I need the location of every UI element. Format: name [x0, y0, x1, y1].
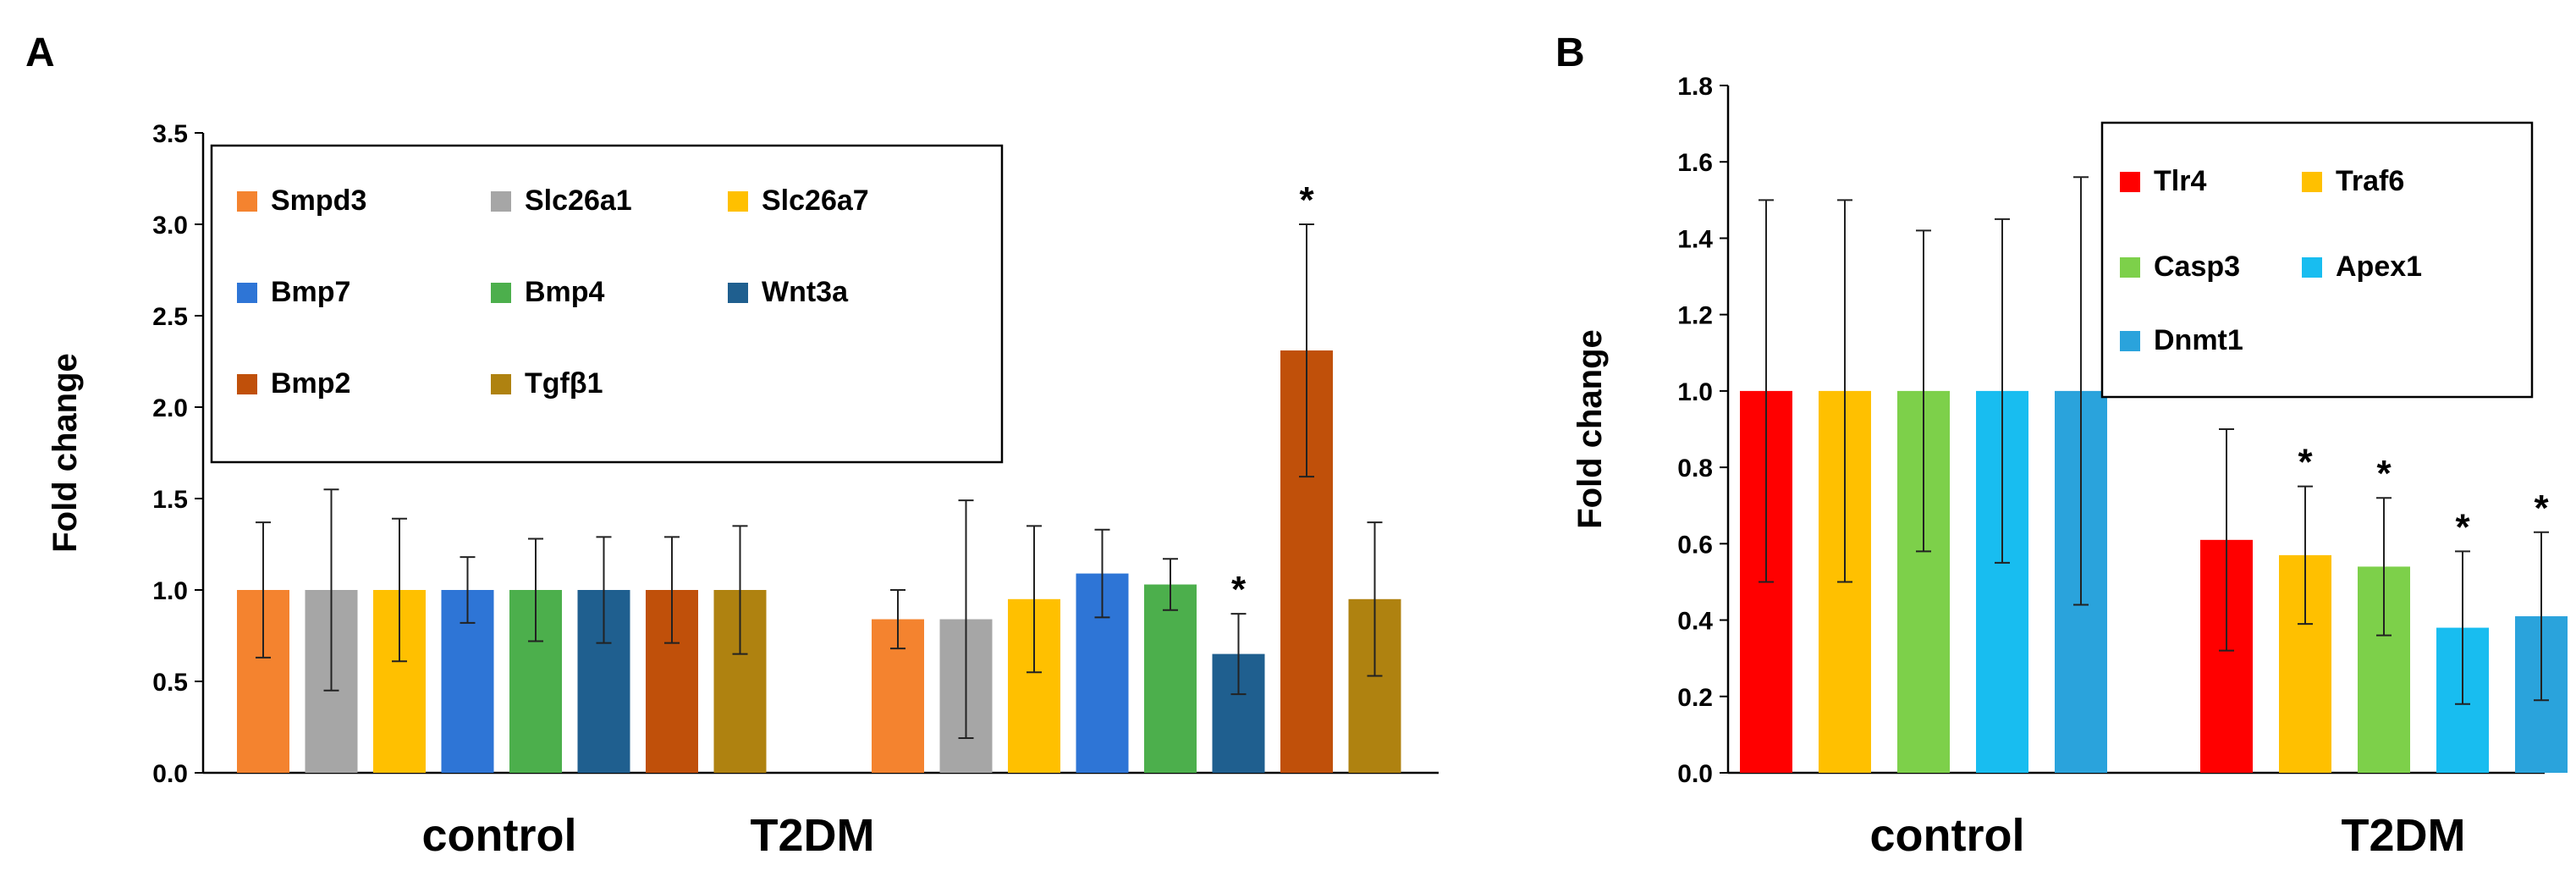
- legend-label: Bmp4: [525, 276, 605, 308]
- legend-label: Traf6: [2336, 165, 2404, 197]
- y-tick-label: 0.6: [1677, 531, 1713, 559]
- legend-label: Tlr4: [2154, 165, 2206, 197]
- legend-label: Slc26a1: [525, 185, 632, 217]
- panel-a: A 0.0 0.5 1.0 1.5 2.0 2.5 3.0 3.5 Fold change con…: [25, 30, 1439, 861]
- legend-swatch: [2120, 257, 2140, 278]
- y-axis-title: Fold change: [1571, 329, 1609, 529]
- y-tick-label: 0.0: [1677, 760, 1713, 788]
- x-group-label: T2DM: [2342, 810, 2466, 861]
- y-tick-label: 2.5: [152, 303, 188, 331]
- legend: Smpd3 Slc26a1 Slc26a7 Bmp7 Bmp4 Wnt3a Bmp2 Tgfβ…: [210, 144, 1004, 464]
- y-tick-label: 3.5: [152, 120, 188, 148]
- y-tick-label: 0.4: [1677, 608, 1713, 636]
- legend-label: Apex1: [2336, 251, 2422, 283]
- legend-swatch: [237, 374, 257, 394]
- panel-b-label: B: [1555, 30, 1585, 75]
- legend-swatch: [2120, 331, 2140, 351]
- panel-a-plot: 0.0 0.5 1.0 1.5 2.0 2.5 3.0 3.5 Fold change contr…: [47, 120, 1439, 861]
- legend-label: Bmp7: [271, 276, 350, 308]
- y-tick-label: 0.5: [152, 669, 188, 697]
- y-axis-title: Fold change: [47, 353, 84, 553]
- panel-a-label: A: [25, 30, 55, 75]
- legend-label: Tgfβ1: [525, 367, 603, 400]
- legend-swatch: [237, 191, 257, 212]
- legend-swatch: [491, 191, 511, 212]
- panel-b-plot: 0.0 0.2 0.4 0.6 0.8 1.0 1.2 1.4 1.6 1.8 Fold chang…: [1571, 73, 2568, 861]
- legend-swatch: [2302, 257, 2322, 278]
- legend-box: [210, 144, 1004, 464]
- y-tick-label: 1.8: [1677, 73, 1713, 101]
- y-tick-label: 1.6: [1677, 149, 1713, 177]
- y-tick-label: 1.2: [1677, 302, 1713, 330]
- y-tick-label: 2.0: [152, 394, 188, 422]
- legend-label: Slc26a7: [762, 185, 869, 217]
- significance-star: *: [1231, 569, 1247, 610]
- y-tick-label: 1.0: [152, 577, 188, 605]
- significance-star: *: [2376, 453, 2392, 494]
- legend-swatch: [491, 283, 511, 303]
- significance-star: *: [2534, 488, 2549, 529]
- y-tick-label: 1.4: [1677, 225, 1713, 253]
- legend-swatch: [491, 374, 511, 394]
- x-group-label: T2DM: [751, 810, 875, 861]
- bar-a-t2dm-bmp4: [1144, 584, 1197, 773]
- legend-swatch: [2302, 172, 2322, 192]
- panel-b: B 0.0 0.2 0.4 0.6 0.8 1.0 1.2 1.4 1.6 1.8 Fold cha…: [1555, 30, 2568, 861]
- significance-star: *: [2298, 442, 2313, 483]
- y-tick-label: 3.0: [152, 212, 188, 240]
- y-tick-label: 0.2: [1677, 684, 1713, 712]
- y-tick-label: 0.8: [1677, 455, 1713, 482]
- x-group-label: control: [1870, 810, 2025, 861]
- significance-star: *: [2455, 506, 2470, 548]
- legend-label: Wnt3a: [762, 276, 849, 308]
- legend-label: Casp3: [2154, 251, 2240, 283]
- y-tick-label: 1.0: [1677, 378, 1713, 406]
- legend-label: Smpd3: [271, 185, 366, 217]
- legend-swatch: [2120, 172, 2140, 192]
- legend-swatch: [728, 283, 748, 303]
- y-tick-label: 0.0: [152, 760, 188, 788]
- legend-label: Dnmt1: [2154, 324, 2243, 356]
- legend-swatch: [728, 191, 748, 212]
- legend-swatch: [237, 283, 257, 303]
- y-tick-label: 1.5: [152, 486, 188, 514]
- significance-star: *: [1299, 179, 1314, 221]
- legend-label: Bmp2: [271, 367, 350, 400]
- x-group-label: control: [422, 810, 577, 861]
- legend: Tlr4 Traf6 Casp3 Apex1 Dnmt1: [2100, 121, 2534, 399]
